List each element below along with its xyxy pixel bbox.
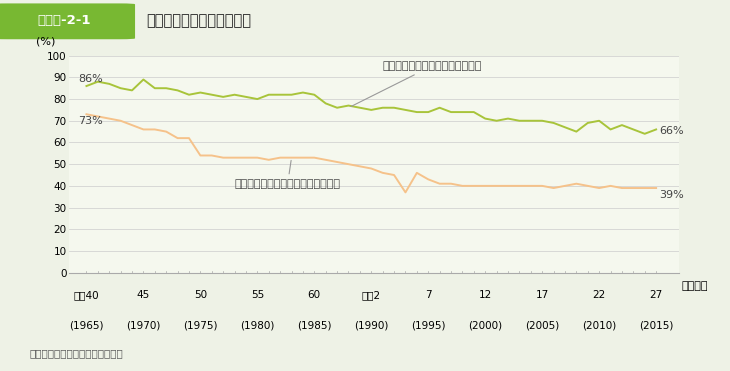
Text: (1965): (1965) — [69, 321, 104, 331]
Text: 27: 27 — [650, 290, 663, 300]
Text: （年度）: （年度） — [682, 281, 708, 291]
Text: 資料：農林水産省「食料需給表」: 資料：農林水産省「食料需給表」 — [29, 348, 123, 358]
Text: (1990): (1990) — [354, 321, 388, 331]
Text: 図表１-2-1: 図表１-2-1 — [37, 14, 91, 27]
Text: 55: 55 — [250, 290, 264, 300]
Text: (2005): (2005) — [525, 321, 559, 331]
Text: (2010): (2010) — [582, 321, 616, 331]
Text: 39%: 39% — [659, 190, 684, 200]
Text: 66%: 66% — [659, 125, 684, 135]
Text: 7: 7 — [425, 290, 431, 300]
Text: 総合食料自給率（生産額ベース）: 総合食料自給率（生産額ベース） — [351, 61, 482, 106]
Text: (%): (%) — [36, 37, 55, 47]
Text: 17: 17 — [536, 290, 549, 300]
Text: 昭和40: 昭和40 — [74, 290, 99, 300]
Text: (1975): (1975) — [183, 321, 218, 331]
Text: 73%: 73% — [78, 116, 103, 127]
Text: 50: 50 — [193, 290, 207, 300]
Text: 22: 22 — [593, 290, 606, 300]
Text: (1995): (1995) — [411, 321, 445, 331]
Text: 60: 60 — [308, 290, 321, 300]
Text: (2000): (2000) — [468, 321, 502, 331]
Text: 我が国の食料自給率の推移: 我が国の食料自給率の推移 — [146, 13, 251, 28]
Text: 総合食料自給率（カロリーベース）: 総合食料自給率（カロリーベース） — [234, 160, 341, 189]
Text: 平成2: 平成2 — [361, 290, 381, 300]
FancyBboxPatch shape — [0, 3, 135, 39]
Text: (1985): (1985) — [297, 321, 331, 331]
Text: (1970): (1970) — [126, 321, 161, 331]
Text: (1980): (1980) — [240, 321, 274, 331]
Text: 86%: 86% — [78, 74, 103, 84]
Text: 12: 12 — [479, 290, 492, 300]
Text: (2015): (2015) — [639, 321, 673, 331]
Text: 45: 45 — [137, 290, 150, 300]
